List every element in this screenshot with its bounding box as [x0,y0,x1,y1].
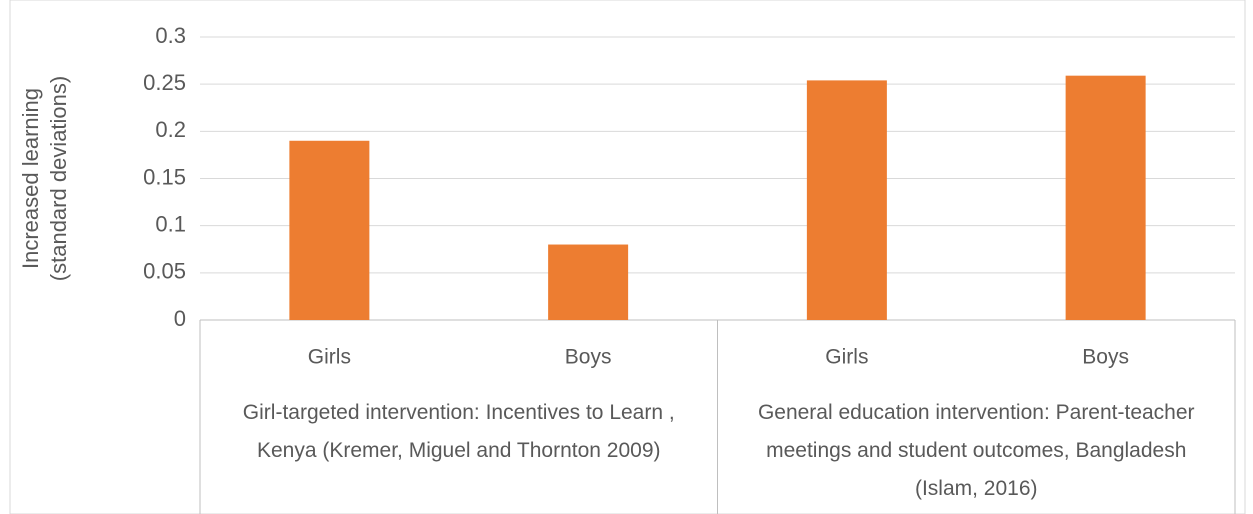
y-tick-label: 0 [174,306,186,331]
x-tick-label: Boys [565,346,612,369]
group-label: Girl-targeted intervention: Incentives t… [242,401,675,462]
group-label: General education intervention: Parent-t… [757,401,1195,500]
chart-border [9,0,1246,514]
bar [1065,75,1146,320]
y-tick-label: 0.25 [143,70,186,95]
y-tick-label: 0.05 [143,259,186,284]
group-label-box: Girl-targeted intervention: Incentives t… [242,401,675,462]
y-tick-label: 0.2 [155,117,186,142]
x-tick-label: Girls [825,346,868,369]
x-tick-label: Girls [308,346,351,369]
y-tick-label: 0.1 [155,211,186,236]
y-tick-label: 0.15 [143,164,186,189]
y-axis-title: Increased learning (standard deviations) [18,76,71,281]
y-axis-title-line: Increased learning [18,88,43,269]
y-axis-title-line: (standard deviations) [46,76,71,281]
y-tick-label: 0.3 [155,23,186,48]
bar [548,244,629,320]
group-label-box: General education intervention: Parent-t… [757,401,1195,500]
bar [806,80,887,320]
x-tick-label: Boys [1082,346,1129,369]
bar [289,140,370,320]
